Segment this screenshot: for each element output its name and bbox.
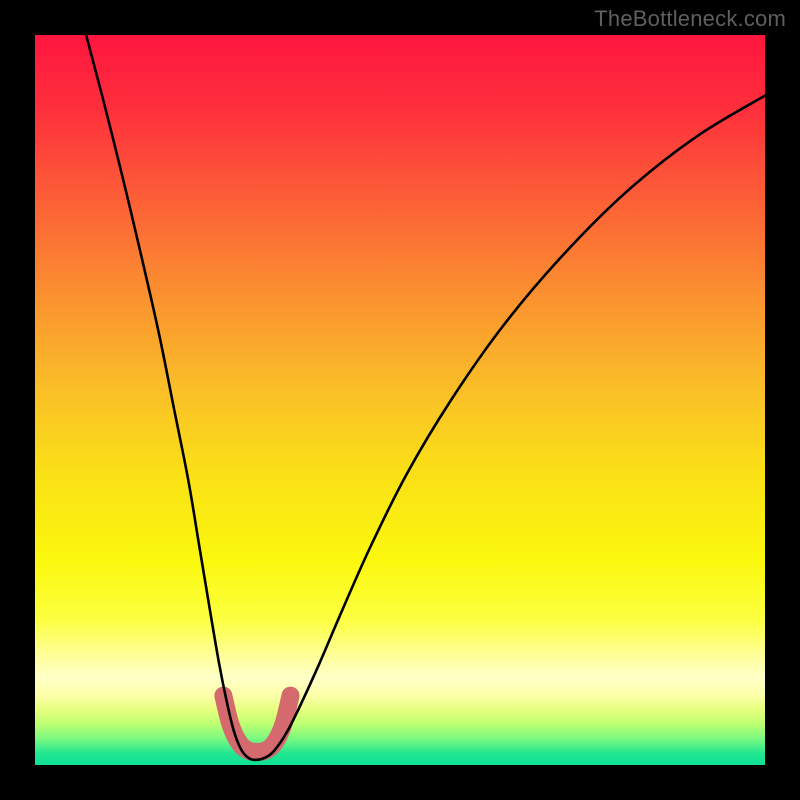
plot-area: [35, 35, 765, 765]
watermark-text: TheBottleneck.com: [594, 6, 786, 32]
bottleneck-curve: [86, 35, 765, 760]
curve-layer: [35, 35, 765, 765]
